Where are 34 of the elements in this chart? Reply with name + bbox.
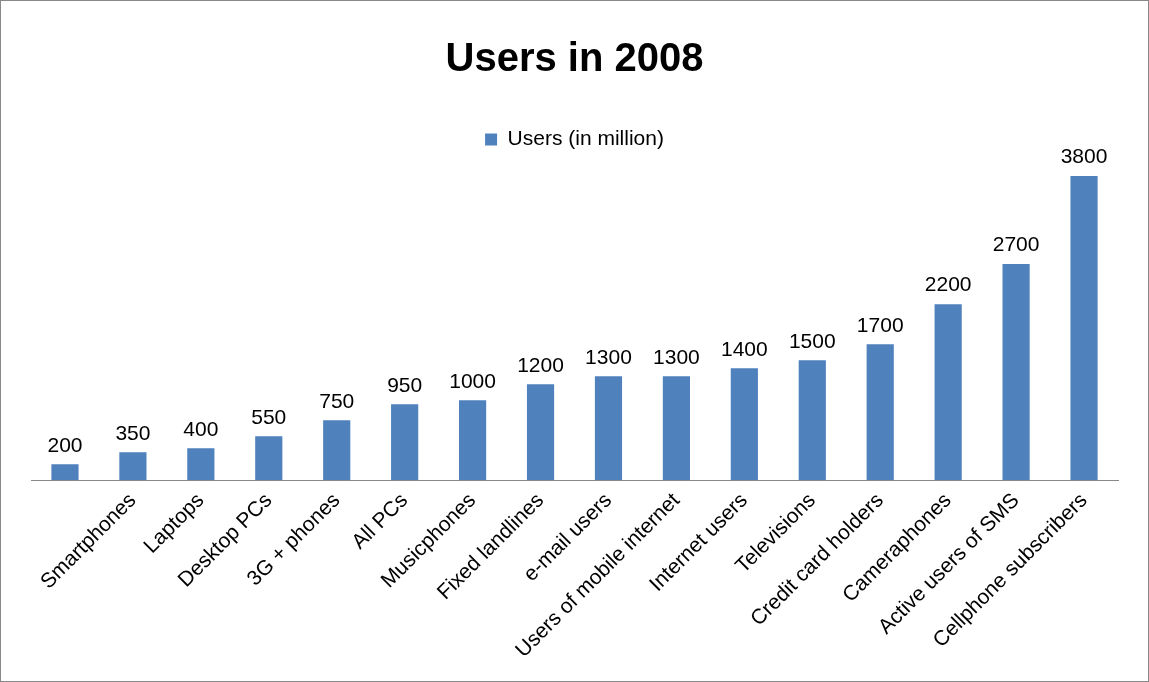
- bar: [594, 376, 623, 481]
- bar: [1070, 176, 1098, 481]
- bar: [798, 360, 826, 481]
- data-label: 200: [47, 432, 83, 456]
- data-label: 1500: [788, 328, 836, 352]
- bar: [730, 368, 758, 481]
- bar: [1002, 264, 1030, 481]
- data-label: 400: [183, 416, 219, 440]
- data-label: 2200: [924, 272, 972, 296]
- bar: [323, 420, 351, 481]
- data-label: 3800: [1060, 144, 1108, 168]
- bar: [51, 464, 79, 481]
- bar: [391, 404, 419, 481]
- bar: [255, 436, 283, 481]
- bar: [662, 376, 690, 481]
- data-label: 1300: [653, 344, 700, 368]
- bar: [866, 344, 894, 481]
- bar: [934, 304, 962, 481]
- data-label: 350: [115, 420, 151, 444]
- legend-label: Users (in million): [507, 126, 664, 150]
- data-label: 1200: [517, 352, 564, 376]
- data-label: 950: [387, 372, 423, 396]
- data-label: 1400: [720, 336, 768, 360]
- data-label: 1000: [449, 368, 496, 392]
- data-label: 1300: [585, 344, 632, 368]
- data-label: 750: [319, 388, 355, 412]
- bar: [526, 384, 555, 481]
- data-label: 2700: [992, 232, 1040, 256]
- bar: [459, 400, 487, 481]
- data-label: 550: [251, 404, 287, 428]
- bar: [119, 452, 147, 481]
- chart-title: Users in 2008: [445, 35, 704, 80]
- bar: [187, 448, 215, 481]
- data-label: 1700: [856, 312, 904, 336]
